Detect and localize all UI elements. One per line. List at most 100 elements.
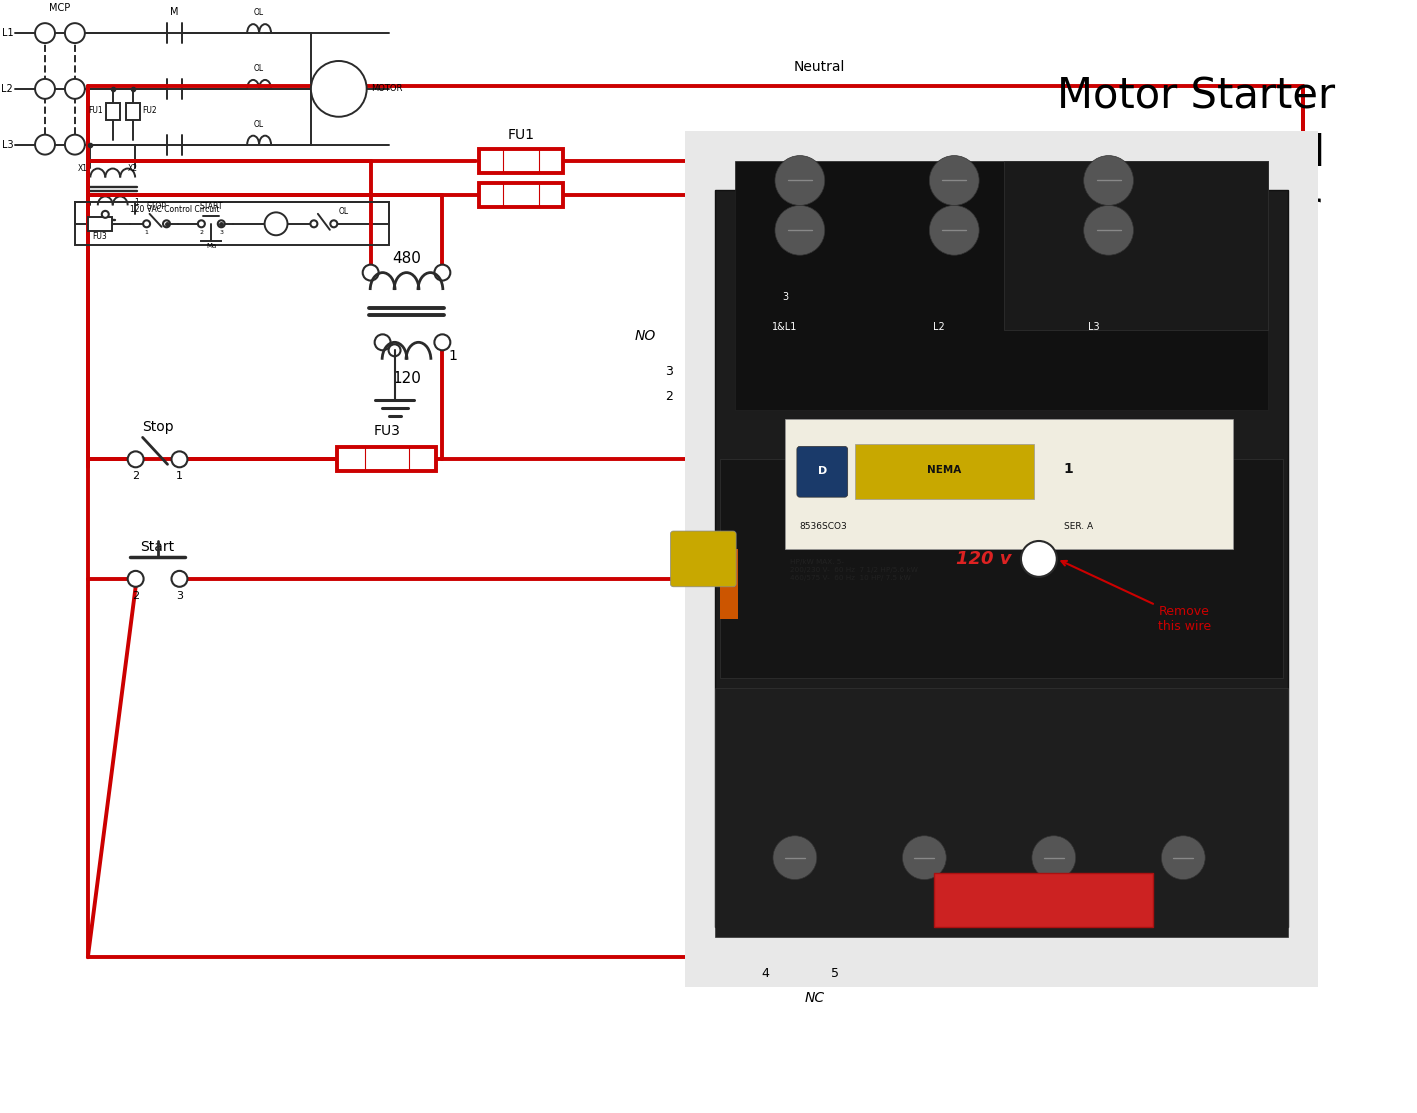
Bar: [1005, 160, 1268, 329]
Text: STOP: STOP: [146, 201, 166, 210]
Text: M: M: [336, 85, 341, 93]
Circle shape: [35, 79, 55, 99]
Bar: [720, 460, 1282, 679]
Circle shape: [102, 210, 109, 218]
Text: Motor Starter
With Control
Transformer: Motor Starter With Control Transformer: [1057, 76, 1335, 232]
Circle shape: [930, 156, 979, 206]
Circle shape: [775, 156, 825, 206]
Text: FU2: FU2: [143, 106, 157, 116]
Text: OL: OL: [254, 120, 264, 129]
Text: 1: 1: [145, 229, 149, 235]
Text: START: START: [200, 201, 222, 210]
Text: OL: OL: [254, 63, 264, 73]
Circle shape: [218, 220, 225, 227]
Bar: [75, 203, 388, 245]
Bar: [479, 149, 563, 173]
Text: HP/kW MAX. 5-
200/230 V-  60 Hz  7 1/2 HP/5.6 kW
460/575 V-  60 Hz  10 HP/ 7.5 k: HP/kW MAX. 5- 200/230 V- 60 Hz 7 1/2 HP/…: [789, 559, 918, 581]
Bar: [126, 102, 140, 120]
Text: M: M: [170, 7, 179, 17]
Text: NEMA: NEMA: [927, 465, 961, 475]
Text: FU3: FU3: [92, 232, 108, 240]
Circle shape: [775, 206, 825, 255]
Circle shape: [163, 220, 170, 227]
Text: 1: 1: [1064, 462, 1074, 476]
Circle shape: [374, 334, 391, 351]
Bar: [686, 130, 1318, 987]
Text: L3: L3: [1088, 322, 1100, 332]
Circle shape: [1084, 156, 1134, 206]
Circle shape: [1032, 836, 1076, 879]
Text: 2: 2: [132, 591, 139, 601]
Circle shape: [774, 836, 816, 879]
Text: 1: 1: [135, 198, 139, 207]
Text: 3: 3: [176, 591, 183, 601]
Text: OL: OL: [339, 207, 349, 216]
Text: 120 v: 120 v: [956, 550, 1012, 568]
Circle shape: [1162, 836, 1206, 879]
Circle shape: [35, 23, 55, 43]
Text: FU1: FU1: [507, 128, 534, 141]
Text: MCP: MCP: [50, 3, 71, 13]
Circle shape: [310, 220, 317, 227]
Text: 3: 3: [220, 229, 224, 235]
Circle shape: [903, 836, 947, 879]
Circle shape: [65, 23, 85, 43]
FancyBboxPatch shape: [796, 446, 847, 498]
Text: M: M: [272, 219, 279, 228]
Text: Stop: Stop: [142, 421, 173, 434]
Text: 8536SCO3: 8536SCO3: [799, 522, 847, 531]
Text: 3: 3: [782, 292, 788, 302]
Text: L2: L2: [1, 83, 13, 93]
Circle shape: [930, 206, 979, 255]
Text: X2: X2: [128, 164, 137, 173]
Text: 2: 2: [200, 229, 204, 235]
Bar: [716, 190, 1288, 927]
FancyBboxPatch shape: [670, 531, 737, 587]
Text: OL: OL: [254, 8, 264, 17]
Text: FU2: FU2: [507, 162, 534, 177]
Circle shape: [435, 265, 451, 280]
Text: 1: 1: [448, 348, 458, 363]
Circle shape: [310, 61, 367, 117]
Text: X1: X1: [78, 164, 88, 173]
Bar: [479, 184, 563, 207]
Text: 4: 4: [761, 967, 769, 981]
Circle shape: [35, 135, 55, 155]
Text: 2: 2: [666, 390, 673, 403]
Text: FU1: FU1: [88, 106, 103, 116]
Text: 120 VAC Control Circuit: 120 VAC Control Circuit: [130, 206, 220, 215]
Text: FU3: FU3: [373, 424, 400, 439]
Bar: [337, 447, 436, 471]
Text: MOTOR: MOTOR: [371, 85, 402, 93]
Circle shape: [171, 571, 187, 587]
Text: Ma: Ma: [207, 243, 217, 248]
Text: Start: Start: [140, 540, 174, 554]
Bar: [680, 534, 735, 569]
Text: 2: 2: [132, 471, 139, 481]
Text: 1&L1: 1&L1: [772, 322, 798, 332]
Circle shape: [198, 220, 205, 227]
Text: L3: L3: [1, 139, 13, 149]
Text: NC: NC: [805, 991, 825, 1005]
Circle shape: [128, 571, 143, 587]
Text: 120: 120: [393, 371, 421, 385]
Text: L1: L1: [1, 28, 13, 38]
Bar: [106, 102, 119, 120]
Bar: [934, 873, 1153, 927]
Text: 5: 5: [830, 967, 839, 981]
Text: 1: 1: [176, 471, 183, 481]
Text: L2: L2: [934, 322, 945, 332]
Circle shape: [435, 334, 451, 351]
Circle shape: [265, 213, 288, 235]
Bar: [720, 549, 738, 619]
Circle shape: [388, 344, 401, 356]
Circle shape: [330, 220, 337, 227]
Bar: [854, 444, 1034, 499]
Text: D: D: [818, 466, 828, 476]
Text: 3: 3: [666, 365, 673, 377]
Circle shape: [128, 452, 143, 467]
Text: Neutral: Neutral: [794, 60, 846, 73]
Text: 480: 480: [393, 252, 421, 266]
Bar: [716, 688, 1288, 937]
Circle shape: [65, 135, 85, 155]
